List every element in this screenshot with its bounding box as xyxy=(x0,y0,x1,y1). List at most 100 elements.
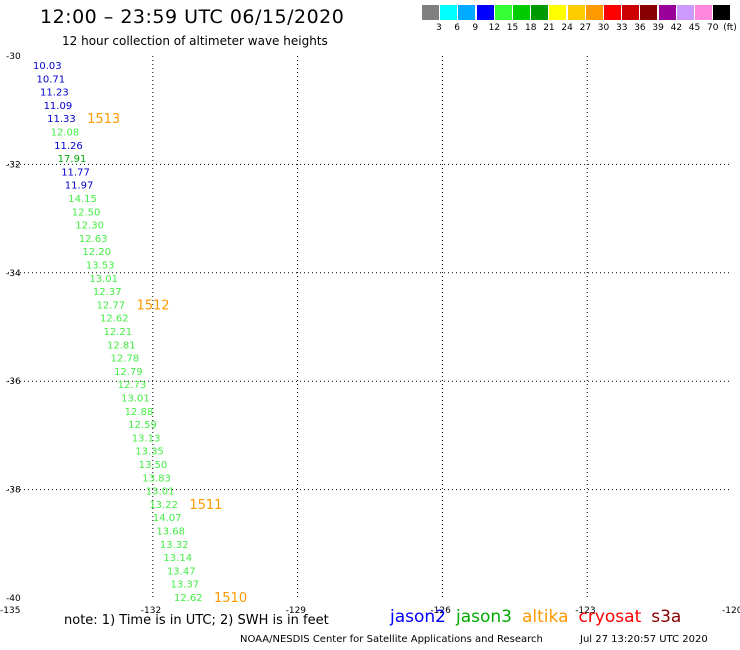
wave-height-value: 17.91 xyxy=(58,154,87,165)
wave-height-value: 11.26 xyxy=(54,141,83,152)
longitude-tick-label: -120 xyxy=(722,606,740,616)
wave-height-value: 13.14 xyxy=(163,553,192,564)
wave-height-value: 13.50 xyxy=(139,460,168,471)
time-marker-label: 1512 xyxy=(136,298,169,313)
wave-height-value: 12.20 xyxy=(82,247,111,258)
wave-height-value: 13.83 xyxy=(142,473,171,484)
scale-label: 24 xyxy=(561,23,573,33)
scale-swatch xyxy=(549,5,567,20)
scale-swatch xyxy=(513,5,530,20)
wave-height-value: 11.23 xyxy=(40,88,69,99)
wave-height-value: 12.30 xyxy=(75,221,104,232)
scale-unit: (ft) xyxy=(723,23,737,33)
wave-height-value: 13.01 xyxy=(89,274,118,285)
wave-height-value: 11.77 xyxy=(61,167,90,178)
satellite-altika: altika xyxy=(522,607,569,627)
latitude-tick-label: -30 xyxy=(6,52,21,62)
wave-height-value: 12.37 xyxy=(93,287,122,298)
wave-height-value: 14.07 xyxy=(153,513,182,524)
wave-height-value: 12.62 xyxy=(174,593,203,604)
scale-swatch xyxy=(604,5,621,20)
scale-label: 3 xyxy=(436,23,442,33)
scale-swatch xyxy=(585,5,603,20)
wave-height-value: 13.35 xyxy=(135,447,164,458)
footer-note: note: 1) Time is in UTC; 2) SWH is in fe… xyxy=(64,613,329,628)
scale-label: 12 xyxy=(488,23,501,33)
scale-label: 27 xyxy=(579,23,592,33)
time-marker-label: 1511 xyxy=(189,498,222,513)
scale-label: 45 xyxy=(688,23,701,33)
scale-swatch xyxy=(695,5,712,20)
satellite-jason3: jason3 xyxy=(456,607,512,627)
wave-height-value: 13.47 xyxy=(167,566,196,577)
wave-height-value: 13.13 xyxy=(132,433,161,444)
scale-swatch xyxy=(640,5,658,20)
wave-height-value: 12.81 xyxy=(107,340,136,351)
scale-label: 18 xyxy=(525,23,537,33)
scale-swatch xyxy=(567,5,585,20)
wave-height-value: 11.33 xyxy=(47,114,76,125)
wave-height-value: 11.97 xyxy=(65,181,94,192)
wave-height-value: 10.71 xyxy=(37,74,66,85)
generated-timestamp: Jul 27 13:20:57 UTC 2020 xyxy=(580,634,708,645)
credit-text: NOAA/NESDIS Center for Satellite Applica… xyxy=(240,634,543,645)
latitude-tick-label: -40 xyxy=(6,594,21,604)
wave-height-value: 12.77 xyxy=(96,300,125,311)
map-title: 12:00 – 23:59 UTC 06/15/2020 xyxy=(40,6,345,28)
satellite-s3a: s3a xyxy=(651,607,682,627)
scale-label: 70 xyxy=(707,23,719,33)
scale-label: 6 xyxy=(454,23,460,33)
wave-height-value: 12.59 xyxy=(128,420,157,431)
scale-swatch xyxy=(713,5,731,20)
time-marker-label: 1510 xyxy=(214,591,247,606)
latitude-tick-label: -36 xyxy=(6,377,21,387)
scale-swatch xyxy=(422,5,439,20)
scale-swatch xyxy=(476,5,494,20)
wave-height-value: 12.62 xyxy=(100,314,129,325)
wave-height-value: 13.53 xyxy=(86,261,115,272)
wave-height-value: 12.78 xyxy=(111,354,140,365)
wave-height-value: 12.08 xyxy=(51,128,80,139)
wave-height-value: 12.88 xyxy=(125,407,154,418)
wave-height-value: 12.79 xyxy=(114,367,143,378)
longitude-tick-label: -135 xyxy=(0,606,20,616)
wave-height-value: 11.09 xyxy=(44,101,73,112)
longitude-tick-label: -126 xyxy=(430,606,451,616)
scale-label: 33 xyxy=(616,23,628,33)
longitude-tick-label: -132 xyxy=(141,606,161,616)
latitude-tick-label: -38 xyxy=(6,486,21,496)
wave-height-value: 13.37 xyxy=(170,580,199,591)
scale-label: 42 xyxy=(670,23,683,33)
latitude-tick-label: -34 xyxy=(6,269,21,279)
longitude-tick-label: -129 xyxy=(286,606,307,616)
wave-height-value: 12.21 xyxy=(104,327,133,338)
longitude-tick-label: -123 xyxy=(575,606,595,616)
scale-swatch xyxy=(531,5,549,20)
scale-label: 39 xyxy=(652,23,664,33)
scale-swatch xyxy=(440,5,458,20)
satellite-cryosat: cryosat xyxy=(578,607,642,627)
scale-label: 30 xyxy=(597,23,610,33)
wave-height-value: 14.15 xyxy=(68,194,97,205)
scale-label: 15 xyxy=(506,23,519,33)
wave-height-value: 13.22 xyxy=(149,500,178,511)
satellite-jason2: jason2 xyxy=(390,607,446,627)
wave-height-value: 13.01 xyxy=(121,394,150,405)
wave-height-value: 10.03 xyxy=(33,61,62,72)
wave-height-value: 12.73 xyxy=(118,380,147,391)
wave-height-value: 12.50 xyxy=(72,207,101,218)
scale-label: 21 xyxy=(543,23,555,33)
wave-height-value: 12.63 xyxy=(79,234,108,245)
scale-label: 36 xyxy=(634,23,646,33)
wave-height-value: 13.68 xyxy=(156,527,185,538)
scale-swatch xyxy=(658,5,676,20)
scale-swatch xyxy=(458,5,476,20)
time-marker-label: 1513 xyxy=(87,112,120,127)
satellite-legend: jason2 jason3 altika cryosat s3a xyxy=(390,607,691,627)
scale-label: 9 xyxy=(472,23,479,33)
scale-swatch xyxy=(622,5,640,20)
wave-height-value: 13.01 xyxy=(146,487,175,498)
latitude-tick-label: -32 xyxy=(6,160,21,170)
scale-swatch xyxy=(494,5,512,20)
